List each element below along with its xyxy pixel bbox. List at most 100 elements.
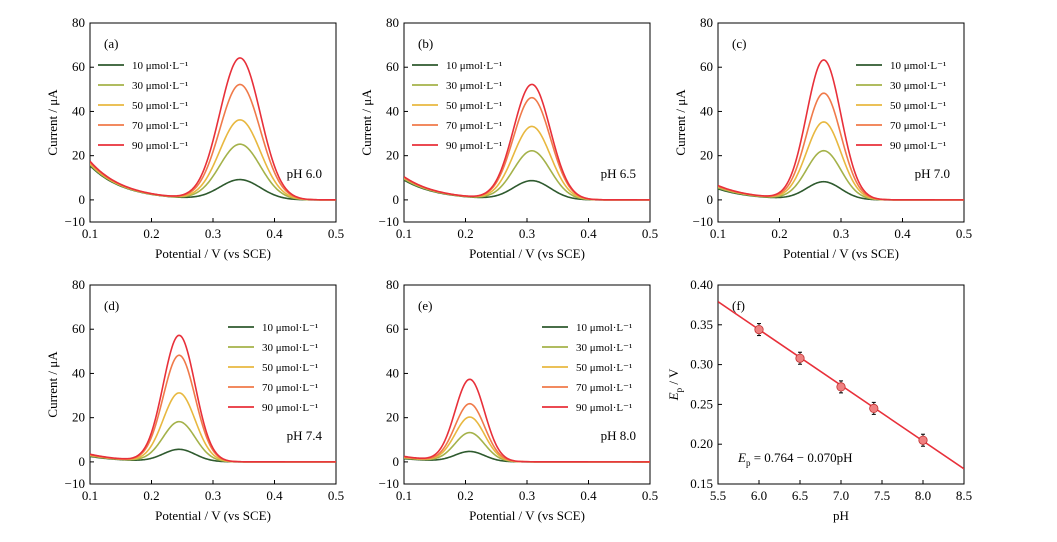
y-tick-label: 0.30 bbox=[690, 357, 713, 372]
x-tick-label: 0.3 bbox=[833, 226, 849, 241]
data-point bbox=[836, 382, 846, 392]
legend-entry: 70 μmol·L⁻¹ bbox=[890, 120, 946, 132]
x-tick-label: 0.5 bbox=[956, 226, 972, 241]
x-axis-label: Potential / V (vs SCE) bbox=[469, 508, 585, 523]
x-tick-label: 0.2 bbox=[771, 226, 787, 241]
y-tick-label: 0 bbox=[393, 454, 400, 469]
legend-entry: 70 μmol·L⁻¹ bbox=[446, 120, 502, 132]
legend-entry: 90 μmol·L⁻¹ bbox=[890, 140, 946, 152]
y-tick-label: 0.20 bbox=[690, 436, 713, 451]
y-tick-label: 0.35 bbox=[690, 317, 713, 332]
y-axis-label: Current / μA bbox=[45, 89, 60, 156]
panel-label: (c) bbox=[732, 36, 746, 51]
series-line bbox=[718, 180, 964, 201]
x-tick-label: 0.3 bbox=[519, 488, 535, 503]
x-tick-label: 8.5 bbox=[956, 488, 972, 503]
legend-entry: 30 μmol·L⁻¹ bbox=[890, 80, 946, 92]
legend: 10 μmol·L⁻¹ 30 μmol·L⁻¹ 50 μmol·L⁻¹ 70 μmol… bbox=[412, 60, 502, 152]
x-tick-label: 0.1 bbox=[82, 488, 98, 503]
legend-entry: 10 μmol·L⁻¹ bbox=[132, 60, 188, 72]
legend: 10 μmol·L⁻¹ 30 μmol·L⁻¹ 50 μmol·L⁻¹ 70 μmol… bbox=[98, 60, 188, 152]
y-tick-label: −10 bbox=[65, 214, 85, 229]
y-tick-label: 20 bbox=[700, 148, 713, 163]
panel-f: 5.5 6.0 6.5 7.0 7.5 8.0 8.5 0.15 0.20 0.25 0.30 0.3… bbox=[666, 277, 972, 523]
panel-d: 0.1 0.2 0.3 0.4 0.5 −10 0 20 40 60 80 Potential / V… bbox=[45, 277, 344, 523]
x-tick-label: 0.4 bbox=[580, 488, 597, 503]
panel-c: 0.1 0.2 0.3 0.4 0.5 −10 0 20 40 60 80 Potential / V… bbox=[673, 15, 972, 261]
legend-entry: 70 μmol·L⁻¹ bbox=[132, 120, 188, 132]
y-axis-label: Current / μA bbox=[45, 351, 60, 418]
legend: 10 μmol·L⁻¹ 30 μmol·L⁻¹ 50 μmol·L⁻¹ 70 μmol… bbox=[542, 322, 632, 414]
series-line bbox=[404, 378, 650, 463]
y-tick-label: −10 bbox=[65, 476, 85, 491]
x-tick-label: 0.3 bbox=[519, 226, 535, 241]
panel-label: (e) bbox=[418, 298, 432, 313]
ph-annotation: pH 7.4 bbox=[287, 428, 323, 443]
x-tick-label: 0.5 bbox=[328, 226, 344, 241]
y-tick-label: 0 bbox=[79, 454, 86, 469]
x-tick-label: 7.5 bbox=[874, 488, 890, 503]
legend-entry: 50 μmol·L⁻¹ bbox=[262, 362, 318, 374]
panel-label: (a) bbox=[104, 36, 118, 51]
legend-entry: 50 μmol·L⁻¹ bbox=[446, 100, 502, 112]
y-tick-label: 60 bbox=[72, 321, 85, 336]
legend-entry: 90 μmol·L⁻¹ bbox=[262, 402, 318, 414]
data-point bbox=[754, 324, 764, 335]
y-tick-label: 40 bbox=[700, 103, 713, 118]
series-line bbox=[90, 334, 336, 463]
x-tick-label: 0.2 bbox=[457, 226, 473, 241]
legend-entry: 90 μmol·L⁻¹ bbox=[132, 140, 188, 152]
legend-entry: 30 μmol·L⁻¹ bbox=[132, 80, 188, 92]
curves bbox=[404, 83, 650, 201]
x-tick-label: 8.0 bbox=[915, 488, 931, 503]
panel-label: (f) bbox=[732, 298, 745, 313]
plot-frame bbox=[89, 22, 337, 223]
y-tick-label: 20 bbox=[72, 410, 85, 425]
panel-label: (d) bbox=[104, 298, 119, 313]
y-tick-label: 0 bbox=[707, 192, 714, 207]
y-tick-label: 60 bbox=[386, 59, 399, 74]
y-tick-label: −10 bbox=[379, 476, 399, 491]
x-tick-label: 0.5 bbox=[642, 226, 658, 241]
legend-entry: 90 μmol·L⁻¹ bbox=[576, 402, 632, 414]
panel-e: 0.1 0.2 0.3 0.4 0.5 −10 0 20 40 60 80 Potential / V… bbox=[379, 277, 658, 523]
data-point bbox=[795, 353, 805, 363]
y-tick-label: 20 bbox=[386, 410, 399, 425]
y-tick-label: 40 bbox=[386, 103, 399, 118]
series-line bbox=[404, 83, 650, 201]
x-tick-label: 0.1 bbox=[710, 226, 726, 241]
ph-annotation: pH 8.0 bbox=[601, 428, 636, 443]
x-tick-label: 0.3 bbox=[205, 488, 221, 503]
x-tick-label: 0.3 bbox=[205, 226, 221, 241]
y-tick-label: 80 bbox=[700, 15, 713, 30]
x-tick-label: 0.2 bbox=[143, 226, 159, 241]
data-point bbox=[918, 435, 928, 445]
y-tick-label: 0.25 bbox=[690, 396, 713, 411]
fit-equation: Ep = 0.764 − 0.070pH bbox=[737, 450, 853, 468]
y-tick-label: 40 bbox=[72, 103, 85, 118]
legend-entry: 50 μmol·L⁻¹ bbox=[576, 362, 632, 374]
y-tick-label: −10 bbox=[693, 214, 713, 229]
series-line bbox=[404, 125, 650, 201]
data-point bbox=[869, 403, 879, 413]
curves bbox=[718, 59, 964, 201]
y-tick-label: 40 bbox=[386, 365, 399, 380]
x-tick-label: 0.5 bbox=[642, 488, 658, 503]
panel-b: 0.1 0.2 0.3 0.4 0.5 −10 0 20 40 60 80 Potential / V… bbox=[359, 15, 658, 261]
x-tick-label: 5.5 bbox=[710, 488, 726, 503]
curves bbox=[90, 334, 336, 463]
y-axis-label: Current / μA bbox=[673, 89, 688, 156]
legend-entry: 10 μmol·L⁻¹ bbox=[890, 60, 946, 72]
legend-entry: 30 μmol·L⁻¹ bbox=[576, 342, 632, 354]
y-tick-label: 0.15 bbox=[690, 476, 713, 491]
legend-entry: 10 μmol·L⁻¹ bbox=[576, 322, 632, 334]
y-tick-label: 60 bbox=[386, 321, 399, 336]
x-tick-label: 6.5 bbox=[792, 488, 808, 503]
legend-entry: 10 μmol·L⁻¹ bbox=[446, 60, 502, 72]
x-axis-label: Potential / V (vs SCE) bbox=[155, 246, 271, 261]
y-tick-label: 80 bbox=[72, 15, 85, 30]
panel-label: (b) bbox=[418, 36, 433, 51]
y-tick-label: 80 bbox=[72, 277, 85, 292]
x-axis-label: Potential / V (vs SCE) bbox=[783, 246, 899, 261]
